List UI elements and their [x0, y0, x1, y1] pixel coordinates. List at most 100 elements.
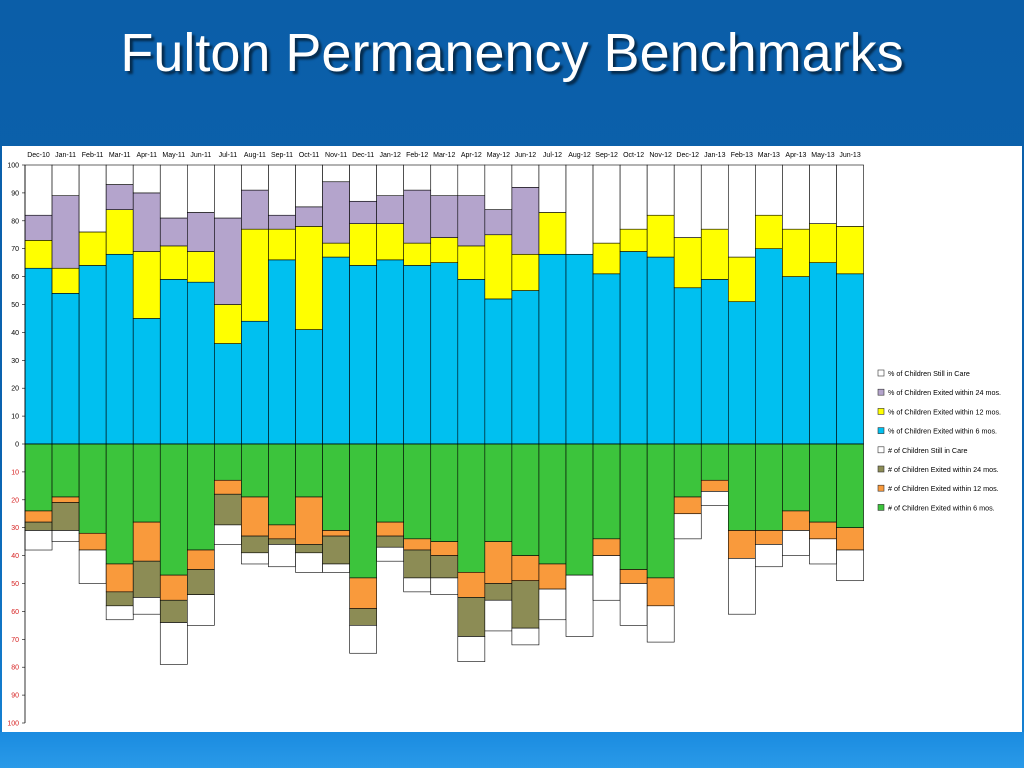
- bar-num-12mo: [78, 532, 107, 551]
- y-tick-label: 30: [11, 525, 19, 532]
- bar-num-12mo: [376, 521, 404, 537]
- bar-num-6mo: [782, 443, 810, 512]
- bar-num-still-in-care: [403, 577, 432, 593]
- bar-num-24mo: [51, 502, 80, 531]
- bar-num-12mo: [187, 549, 215, 570]
- bar-pct-still-in-care: [349, 164, 377, 202]
- bar-num-still-in-care: [673, 513, 702, 540]
- bar-pct-still-in-care: [430, 164, 459, 196]
- bar-pct-still-in-care: [187, 164, 215, 213]
- x-tick-label: Apr-11: [136, 152, 157, 159]
- bar-pct-6mo: [159, 279, 188, 445]
- bar-pct-6mo: [132, 318, 161, 445]
- bar-pct-still-in-care: [295, 164, 323, 208]
- bar-num-6mo: [241, 443, 269, 498]
- y-tick-label: 90: [11, 693, 19, 700]
- bar-pct-12mo: [538, 212, 567, 255]
- x-tick-label: May-13: [811, 152, 834, 159]
- legend-label: % of Children Exited within 6 mos.: [888, 427, 997, 436]
- bar-pct-still-in-care: [592, 164, 621, 244]
- bar-pct-still-in-care: [51, 164, 80, 196]
- bar-pct-6mo: [241, 320, 269, 445]
- bar-num-still-in-care: [132, 597, 161, 615]
- x-tick-label: Jun-12: [515, 152, 537, 159]
- legend-label: # of Children Still in Care: [888, 446, 968, 455]
- bar-pct-12mo: [159, 245, 188, 280]
- bar-num-still-in-care: [214, 524, 242, 545]
- bar-num-12mo: [511, 555, 540, 582]
- bar-num-still-in-care: [376, 546, 404, 562]
- bar-pct-6mo: [403, 265, 432, 445]
- bar-pct-6mo: [105, 253, 134, 445]
- x-tick-label: Apr-13: [785, 152, 806, 159]
- bar-pct-24mo: [241, 189, 269, 230]
- bar-num-6mo: [646, 443, 675, 579]
- footer-band: [0, 732, 1024, 768]
- bar-num-6mo: [727, 443, 756, 531]
- bar-pct-24mo: [457, 195, 486, 247]
- bar-pct-12mo: [673, 237, 702, 289]
- y-tick-label: 80: [11, 665, 19, 672]
- bar-pct-12mo: [51, 267, 80, 294]
- bar-num-6mo: [24, 443, 53, 512]
- bar-pct-6mo: [51, 293, 80, 445]
- bar-pct-6mo: [457, 279, 486, 445]
- x-tick-label: Aug-12: [568, 152, 591, 159]
- bars-layer: [24, 164, 864, 665]
- bar-num-12mo: [457, 572, 486, 598]
- slide-title: Fulton Permanency Benchmarks: [120, 23, 904, 83]
- x-tick-label: May-12: [487, 152, 510, 159]
- bar-pct-24mo: [376, 195, 404, 224]
- x-tick-label: Jul-12: [543, 152, 562, 159]
- y-tick-label: 90: [11, 190, 19, 197]
- bar-pct-12mo: [700, 228, 729, 280]
- y-tick-label: 10: [11, 414, 19, 421]
- bar-pct-24mo: [214, 217, 242, 305]
- x-tick-label: Jun-11: [190, 152, 211, 159]
- bar-pct-12mo: [592, 242, 621, 275]
- bar-pct-12mo: [755, 214, 783, 250]
- bar-num-6mo: [592, 443, 621, 540]
- bar-pct-6mo: [214, 343, 242, 445]
- bar-pct-12mo: [727, 256, 756, 303]
- bar-num-12mo: [268, 524, 296, 540]
- axis-layer: Dec-10 Jan-11 Feb-11 Mar-11 Apr-11 May-11 Jun-…: [7, 152, 864, 728]
- bar-pct-6mo: [538, 253, 567, 445]
- bar-pct-still-in-care: [836, 164, 864, 227]
- bar-num-12mo: [673, 496, 702, 515]
- x-tick-label: Oct-12: [623, 152, 644, 159]
- bar-pct-24mo: [159, 217, 188, 247]
- bar-pct-12mo: [403, 242, 432, 266]
- bar-num-still-in-care: [538, 588, 567, 621]
- bar-pct-12mo: [484, 234, 513, 300]
- bar-pct-12mo: [782, 228, 810, 277]
- x-tick-label: Mar-12: [433, 152, 455, 159]
- bar-pct-still-in-care: [268, 164, 296, 216]
- bar-num-12mo: [782, 510, 810, 531]
- bar-pct-6mo: [349, 265, 377, 445]
- x-tick-label: Jan-12: [379, 152, 401, 159]
- x-tick-label: Apr-12: [461, 152, 482, 159]
- bar-pct-12mo: [214, 304, 242, 344]
- y-tick-label: 30: [11, 358, 19, 365]
- bar-pct-12mo: [105, 209, 134, 255]
- bar-num-still-in-care: [24, 530, 53, 551]
- bar-pct-24mo: [430, 195, 459, 238]
- bar-num-6mo: [403, 443, 432, 540]
- bar-num-24mo: [187, 569, 215, 595]
- bar-num-6mo: [349, 443, 377, 579]
- bar-num-still-in-care: [646, 605, 675, 643]
- bar-pct-still-in-care: [538, 164, 567, 213]
- bar-pct-6mo: [673, 287, 702, 445]
- bar-num-6mo: [619, 443, 648, 570]
- x-tick-label: Mar-13: [758, 152, 780, 159]
- bar-num-still-in-care: [187, 594, 215, 626]
- x-tick-label: Nov-12: [649, 152, 672, 159]
- bar-num-6mo: [484, 443, 513, 542]
- bar-pct-still-in-care: [755, 164, 783, 216]
- bar-pct-still-in-care: [105, 164, 134, 185]
- x-tick-label: Dec-12: [676, 152, 699, 159]
- bar-num-still-in-care: [565, 574, 594, 637]
- bar-pct-6mo: [376, 259, 404, 445]
- x-tick-label: Sep-12: [595, 152, 618, 159]
